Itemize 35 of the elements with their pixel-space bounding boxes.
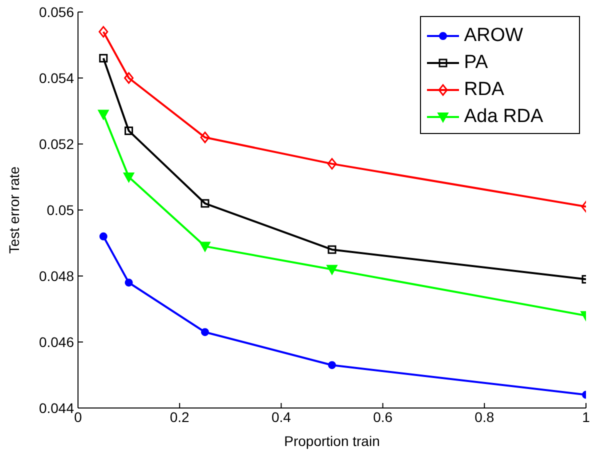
point — [327, 158, 337, 170]
x-tick-label: 1 — [582, 408, 590, 425]
x-tick-label: 0.8 — [474, 408, 494, 425]
point — [124, 278, 133, 287]
point — [99, 232, 108, 240]
point — [124, 126, 134, 136]
legend-label: Ada RDA — [464, 106, 544, 128]
point — [200, 199, 210, 208]
y-tick-label: 0.048 — [38, 268, 74, 284]
legend-label: AROW — [464, 24, 524, 46]
x-axis-title: Proportion train — [284, 433, 380, 449]
y-tick-label: 0.044 — [38, 400, 74, 416]
y-axis-title: Test error rate — [6, 166, 22, 254]
y-tick-label: 0.05 — [46, 202, 74, 218]
legend-label: RDA — [464, 78, 504, 100]
point — [123, 172, 134, 182]
y-tick-label: 0.054 — [38, 70, 74, 86]
x-tick-label: 0.6 — [373, 408, 393, 425]
point — [124, 72, 134, 84]
legend-label: PA — [464, 52, 488, 74]
point — [200, 132, 210, 144]
x-tick-label: 0.2 — [170, 408, 190, 425]
x-tick-label: 0.4 — [271, 408, 292, 425]
y-tick-label: 0.056 — [38, 4, 74, 20]
point — [326, 264, 338, 275]
point — [99, 54, 108, 62]
point — [98, 26, 108, 38]
x-tick-label: 0 — [74, 408, 82, 425]
y-tick-label: 0.046 — [38, 334, 74, 350]
point — [98, 110, 109, 120]
point — [328, 245, 336, 254]
point — [201, 328, 209, 336]
point — [328, 361, 336, 370]
y-tick-label: 0.052 — [38, 136, 74, 152]
point — [200, 242, 210, 252]
